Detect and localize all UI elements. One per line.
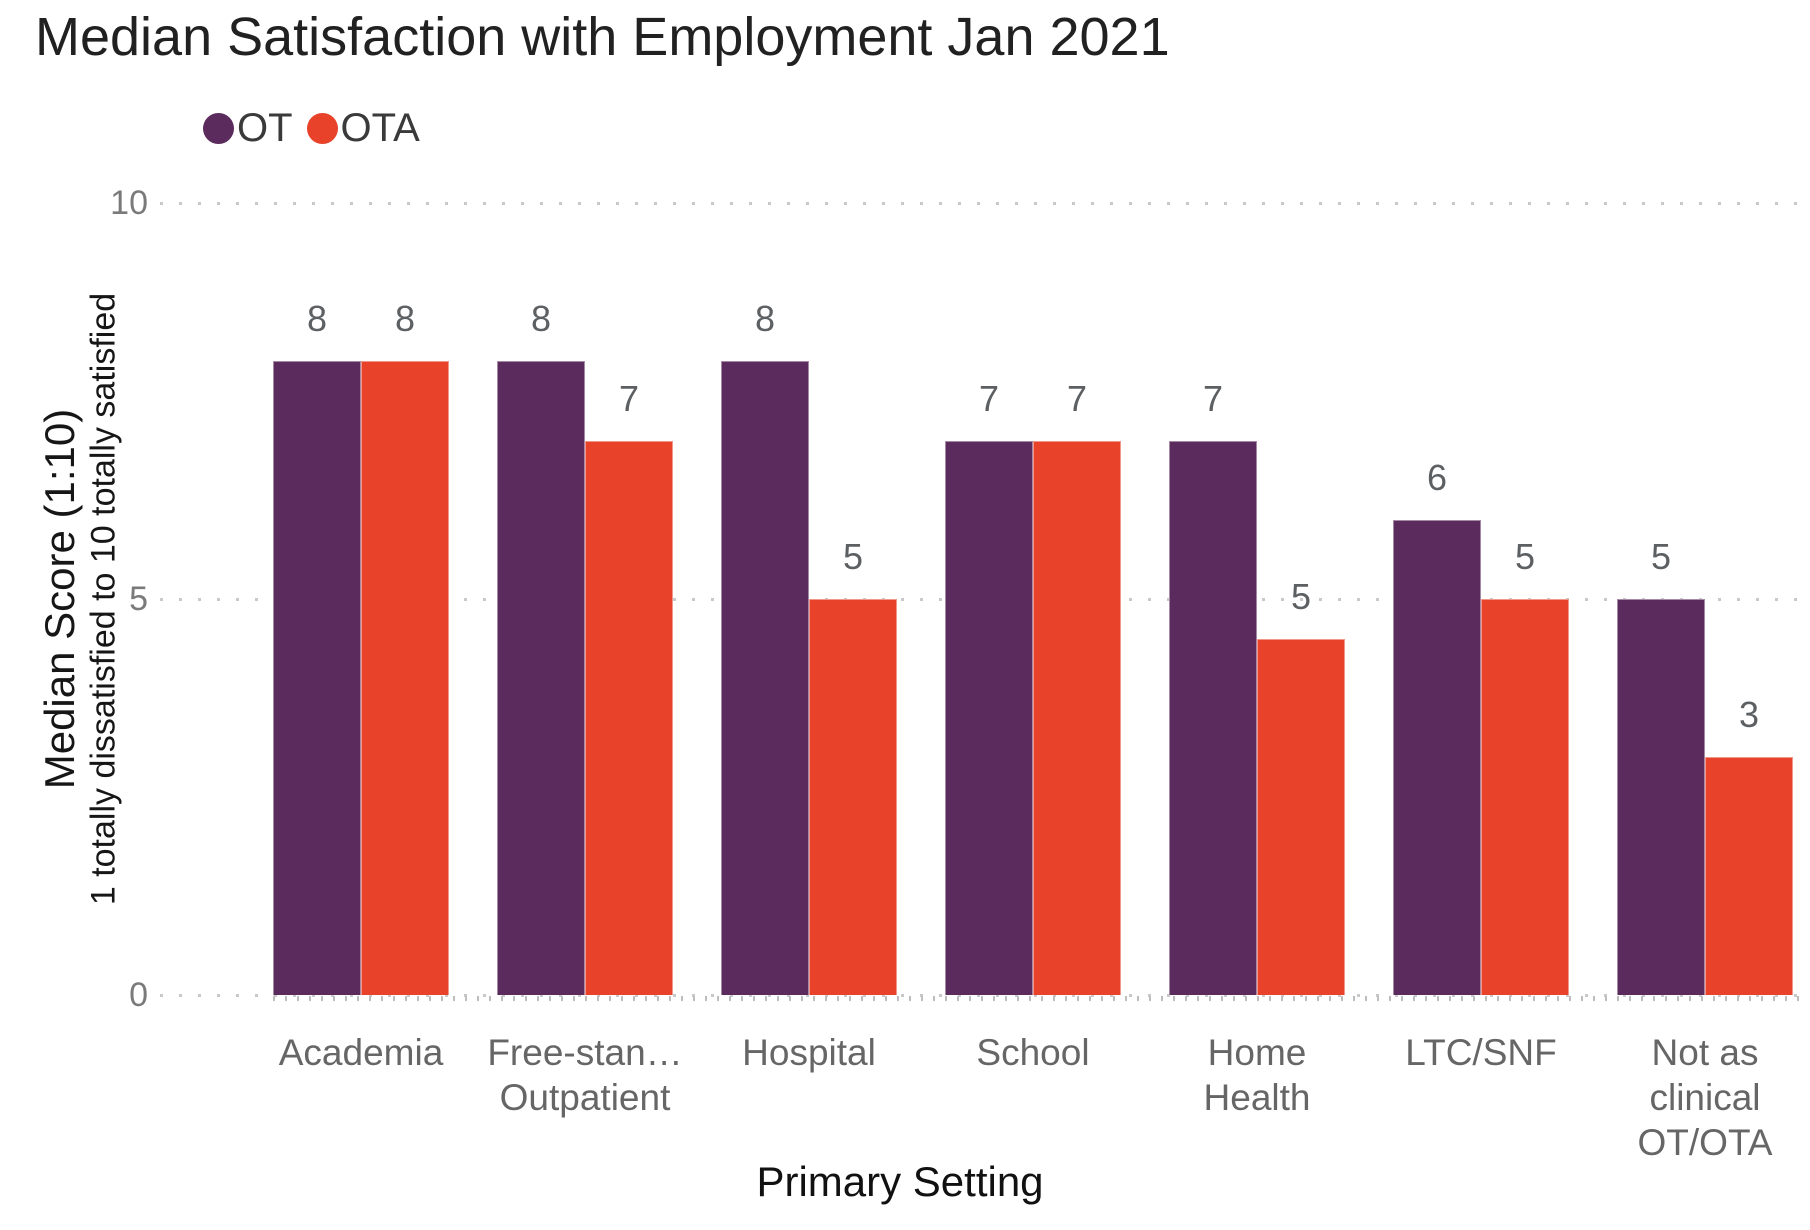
legend-label-ot: OT xyxy=(237,106,293,150)
bar-ot-not-as-clinical-ot-ota xyxy=(1617,599,1705,995)
bar-value-ot-home-health: 7 xyxy=(1202,378,1224,419)
chart-title: Median Satisfaction with Employment Jan … xyxy=(35,7,1170,67)
legend-swatch-ota-icon xyxy=(306,112,338,144)
y-tick-label-10: 10 xyxy=(110,184,148,222)
bar-ota-school xyxy=(1033,441,1121,995)
bar-ota-free-stan-outpatient xyxy=(585,441,673,995)
bar-value-ota-free-stan-outpatient: 7 xyxy=(618,378,640,419)
category-label-academia: Academia xyxy=(278,1032,444,1073)
bar-ota-ltc-snf xyxy=(1481,599,1569,995)
x-axis-title: Primary Setting xyxy=(756,1158,1044,1205)
bar-ot-ltc-snf xyxy=(1393,520,1481,995)
bar-ot-academia xyxy=(273,361,361,995)
category-label-free-stan-outpatient: Free-stan… Outpatient xyxy=(487,1032,683,1118)
bar-value-ot-free-stan-outpatient: 8 xyxy=(530,298,552,339)
bar-ot-home-health xyxy=(1169,441,1257,995)
bar-value-ota-ltc-snf: 5 xyxy=(1514,536,1536,577)
bar-value-ota-not-as-clinical-ot-ota: 3 xyxy=(1738,694,1760,735)
bar-value-ota-home-health: 5 xyxy=(1290,576,1312,617)
y-tick-label-0: 0 xyxy=(129,976,148,1014)
legend-label-ota: OTA xyxy=(340,106,420,150)
bar-ot-school xyxy=(945,441,1033,995)
bar-ota-academia xyxy=(361,361,449,995)
gridline-10 xyxy=(160,202,1802,205)
bar-value-ot-not-as-clinical-ot-ota: 5 xyxy=(1650,536,1672,577)
legend-item-ot: OT xyxy=(203,108,293,148)
y-tick-label-5: 5 xyxy=(129,580,148,618)
bar-value-ota-academia: 8 xyxy=(394,298,416,339)
bar-value-ot-academia: 8 xyxy=(306,298,328,339)
bar-value-ot-ltc-snf: 6 xyxy=(1426,457,1448,498)
gridline-0 xyxy=(160,994,1802,997)
category-label-home-health: Home Health xyxy=(1203,1032,1311,1118)
bar-ota-home-health xyxy=(1257,639,1345,995)
category-label-hospital: Hospital xyxy=(742,1032,876,1073)
category-label-ltc-snf: LTC/SNF xyxy=(1405,1032,1557,1073)
bar-value-ota-school: 7 xyxy=(1066,378,1088,419)
bar-value-ot-hospital: 8 xyxy=(754,298,776,339)
bar-ot-hospital xyxy=(721,361,809,995)
bar-value-ota-hospital: 5 xyxy=(842,536,864,577)
bar-ot-free-stan-outpatient xyxy=(497,361,585,995)
x-axis-minor-ticks xyxy=(273,996,1802,1001)
category-label-school: School xyxy=(976,1032,1090,1073)
bar-ota-not-as-clinical-ot-ota xyxy=(1705,757,1793,995)
bar-ota-hospital xyxy=(809,599,897,995)
legend: OT OTA xyxy=(203,108,420,148)
category-label-not-as-clinical-ot-ota: Not as clinical OT/OTA xyxy=(1637,1032,1773,1163)
legend-item-ota: OTA xyxy=(306,106,420,150)
bar-value-ot-school: 7 xyxy=(978,378,1000,419)
legend-swatch-ot-icon xyxy=(203,112,234,144)
